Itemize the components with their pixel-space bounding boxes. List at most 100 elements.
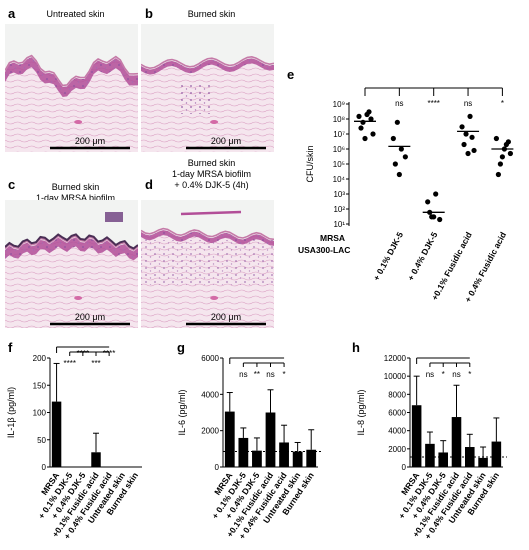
bar [279, 442, 289, 467]
data-point [368, 116, 374, 122]
histology-panel-b: b Burned skin 200 μm [141, 6, 274, 152]
data-point [390, 135, 396, 142]
data-point [497, 161, 503, 167]
data-point [459, 124, 465, 130]
biofilm-layer [5, 233, 138, 250]
dermis-fibers [5, 57, 138, 152]
y-tick-label: 10³ [333, 190, 345, 199]
scale-bar-label-d: 200 μm [211, 312, 241, 322]
y-tick-label: 2000 [201, 427, 219, 436]
significance-label: ns [426, 370, 434, 379]
data-point [392, 161, 398, 167]
significance-label: **** [63, 359, 75, 368]
y-tick-label: 2000 [388, 445, 406, 454]
chart-label-g: g [177, 340, 185, 355]
tissue-a [5, 24, 138, 152]
significance-label: *** [91, 359, 100, 368]
panel-title-c: Burned skin [52, 182, 100, 192]
significance-label: ns [266, 370, 274, 379]
data-point [465, 150, 471, 157]
data-point [469, 134, 475, 140]
bar [224, 411, 235, 467]
panel-title-c: 1-day MRSA biofilm [36, 193, 115, 203]
y-tick-label: 0 [402, 463, 407, 472]
y-tick-label: 150 [33, 381, 47, 390]
y-tick-label: 10⁶ [333, 145, 345, 154]
y-tick-label: 50 [37, 436, 46, 445]
scale-bar-label-c: 200 μm [75, 312, 105, 322]
bar [252, 450, 262, 467]
damaged-dermis [181, 84, 211, 114]
data-point [360, 119, 366, 125]
y-tick-label: 0 [215, 463, 220, 472]
data-point [394, 119, 400, 125]
data-point [499, 154, 505, 160]
bar [478, 457, 488, 467]
chart-label-f: f [8, 340, 13, 355]
data-point [362, 135, 368, 142]
panel-title-d: Burned skin [188, 158, 236, 168]
panel-label-b: b [145, 6, 153, 21]
data-point [493, 135, 499, 142]
bar [451, 417, 462, 467]
biofilm-cluster [105, 212, 123, 222]
data-point [398, 146, 404, 152]
tissue-c [5, 200, 138, 328]
panel-label-c: c [8, 177, 15, 192]
panel-title-b: Burned skin [188, 9, 236, 19]
blood-vessel [210, 120, 219, 124]
y-tick-label: 6000 [201, 354, 219, 363]
data-point [433, 191, 439, 197]
y-tick-label: 8000 [388, 390, 406, 399]
category-label: + 0.4% DJK-5 [405, 230, 439, 282]
significance-label: * [283, 370, 286, 379]
panel-title-d: 1-day MRSA biofilm [172, 169, 251, 179]
significance-label: * [468, 370, 471, 379]
panel-label-a: a [8, 6, 16, 21]
category-label: USA300-LAC [298, 245, 350, 255]
data-point [507, 150, 513, 157]
significance-label: ns [452, 370, 460, 379]
tissue-d [141, 200, 274, 328]
bar [292, 451, 303, 467]
data-point [461, 141, 467, 148]
chart-label-e: e [287, 67, 294, 82]
inflammatory-cells [141, 240, 274, 285]
data-point [370, 131, 376, 137]
y-tick-label: 4000 [388, 427, 406, 436]
panel-title-d: + 0.4% DJK-5 (4h) [174, 180, 248, 190]
significance-label: **** [427, 99, 439, 108]
scale-bar-label-a: 200 μm [75, 136, 105, 146]
data-point [503, 141, 509, 148]
significance-label: ns [239, 370, 247, 379]
significance-label: ** [254, 370, 260, 379]
data-point [396, 171, 402, 178]
y-tick-label: 6000 [388, 409, 406, 418]
blood-vessel [210, 296, 219, 300]
stratum-corneum [141, 56, 274, 69]
significance-label: ns [395, 99, 403, 108]
y-tick-label: 10⁴ [333, 175, 346, 184]
data-point [463, 131, 469, 137]
y-tick-label: 10⁹ [333, 100, 345, 109]
data-point [425, 199, 431, 205]
blood-vessel [74, 296, 83, 300]
data-point [471, 147, 477, 154]
bar [238, 437, 249, 467]
y-axis-label: IL-6 (pg/ml) [177, 389, 187, 435]
y-tick-label: 4000 [201, 390, 219, 399]
stratum-corneum [5, 54, 138, 87]
category-label: + 0.1% DJK-5 [371, 230, 405, 282]
y-tick-label: 10² [333, 205, 345, 214]
y-tick-label: 200 [33, 354, 47, 363]
bar [438, 452, 448, 467]
bar [306, 449, 317, 467]
y-tick-label: 100 [33, 409, 47, 418]
y-tick-label: 10000 [384, 372, 407, 381]
y-tick-label: 12000 [384, 354, 407, 363]
bar [265, 412, 276, 467]
significance-label: * [442, 370, 445, 379]
